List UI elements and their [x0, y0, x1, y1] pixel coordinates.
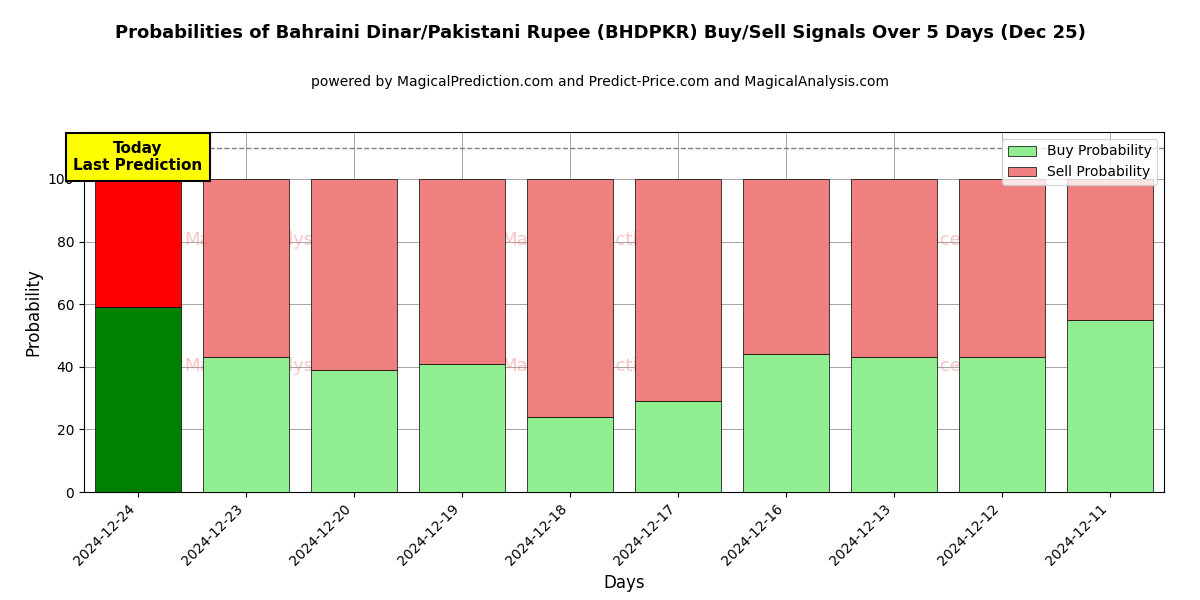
- Text: powered by MagicalPrediction.com and Predict-Price.com and MagicalAnalysis.com: powered by MagicalPrediction.com and Pre…: [311, 75, 889, 89]
- Text: MagicalAnalysis.com: MagicalAnalysis.com: [185, 357, 372, 375]
- Text: Predict-Price.com: Predict-Price.com: [848, 357, 1004, 375]
- Bar: [311, 370, 397, 492]
- Bar: [311, 179, 397, 370]
- Bar: [95, 307, 181, 492]
- Bar: [959, 179, 1045, 358]
- Text: Today
Last Prediction: Today Last Prediction: [73, 141, 203, 173]
- Bar: [1067, 179, 1153, 320]
- Text: MagicalAnalysis.com: MagicalAnalysis.com: [185, 231, 372, 249]
- X-axis label: Days: Days: [604, 574, 644, 592]
- Text: MagicalPrediction.com: MagicalPrediction.com: [500, 357, 704, 375]
- Bar: [203, 358, 289, 492]
- Bar: [527, 179, 613, 417]
- Bar: [959, 358, 1045, 492]
- Y-axis label: Probability: Probability: [24, 268, 42, 356]
- Bar: [527, 417, 613, 492]
- Text: Probabilities of Bahraini Dinar/Pakistani Rupee (BHDPKR) Buy/Sell Signals Over 5: Probabilities of Bahraini Dinar/Pakistan…: [114, 24, 1086, 42]
- Bar: [851, 179, 937, 358]
- Bar: [1067, 320, 1153, 492]
- Text: Predict-Price.com: Predict-Price.com: [848, 231, 1004, 249]
- Bar: [203, 179, 289, 358]
- Bar: [419, 179, 505, 364]
- Bar: [743, 354, 829, 492]
- Bar: [419, 364, 505, 492]
- Bar: [95, 179, 181, 307]
- Bar: [743, 179, 829, 354]
- Text: MagicalPrediction.com: MagicalPrediction.com: [500, 231, 704, 249]
- Bar: [851, 358, 937, 492]
- Bar: [635, 401, 721, 492]
- Bar: [635, 179, 721, 401]
- Legend: Buy Probability, Sell Probability: Buy Probability, Sell Probability: [1002, 139, 1157, 185]
